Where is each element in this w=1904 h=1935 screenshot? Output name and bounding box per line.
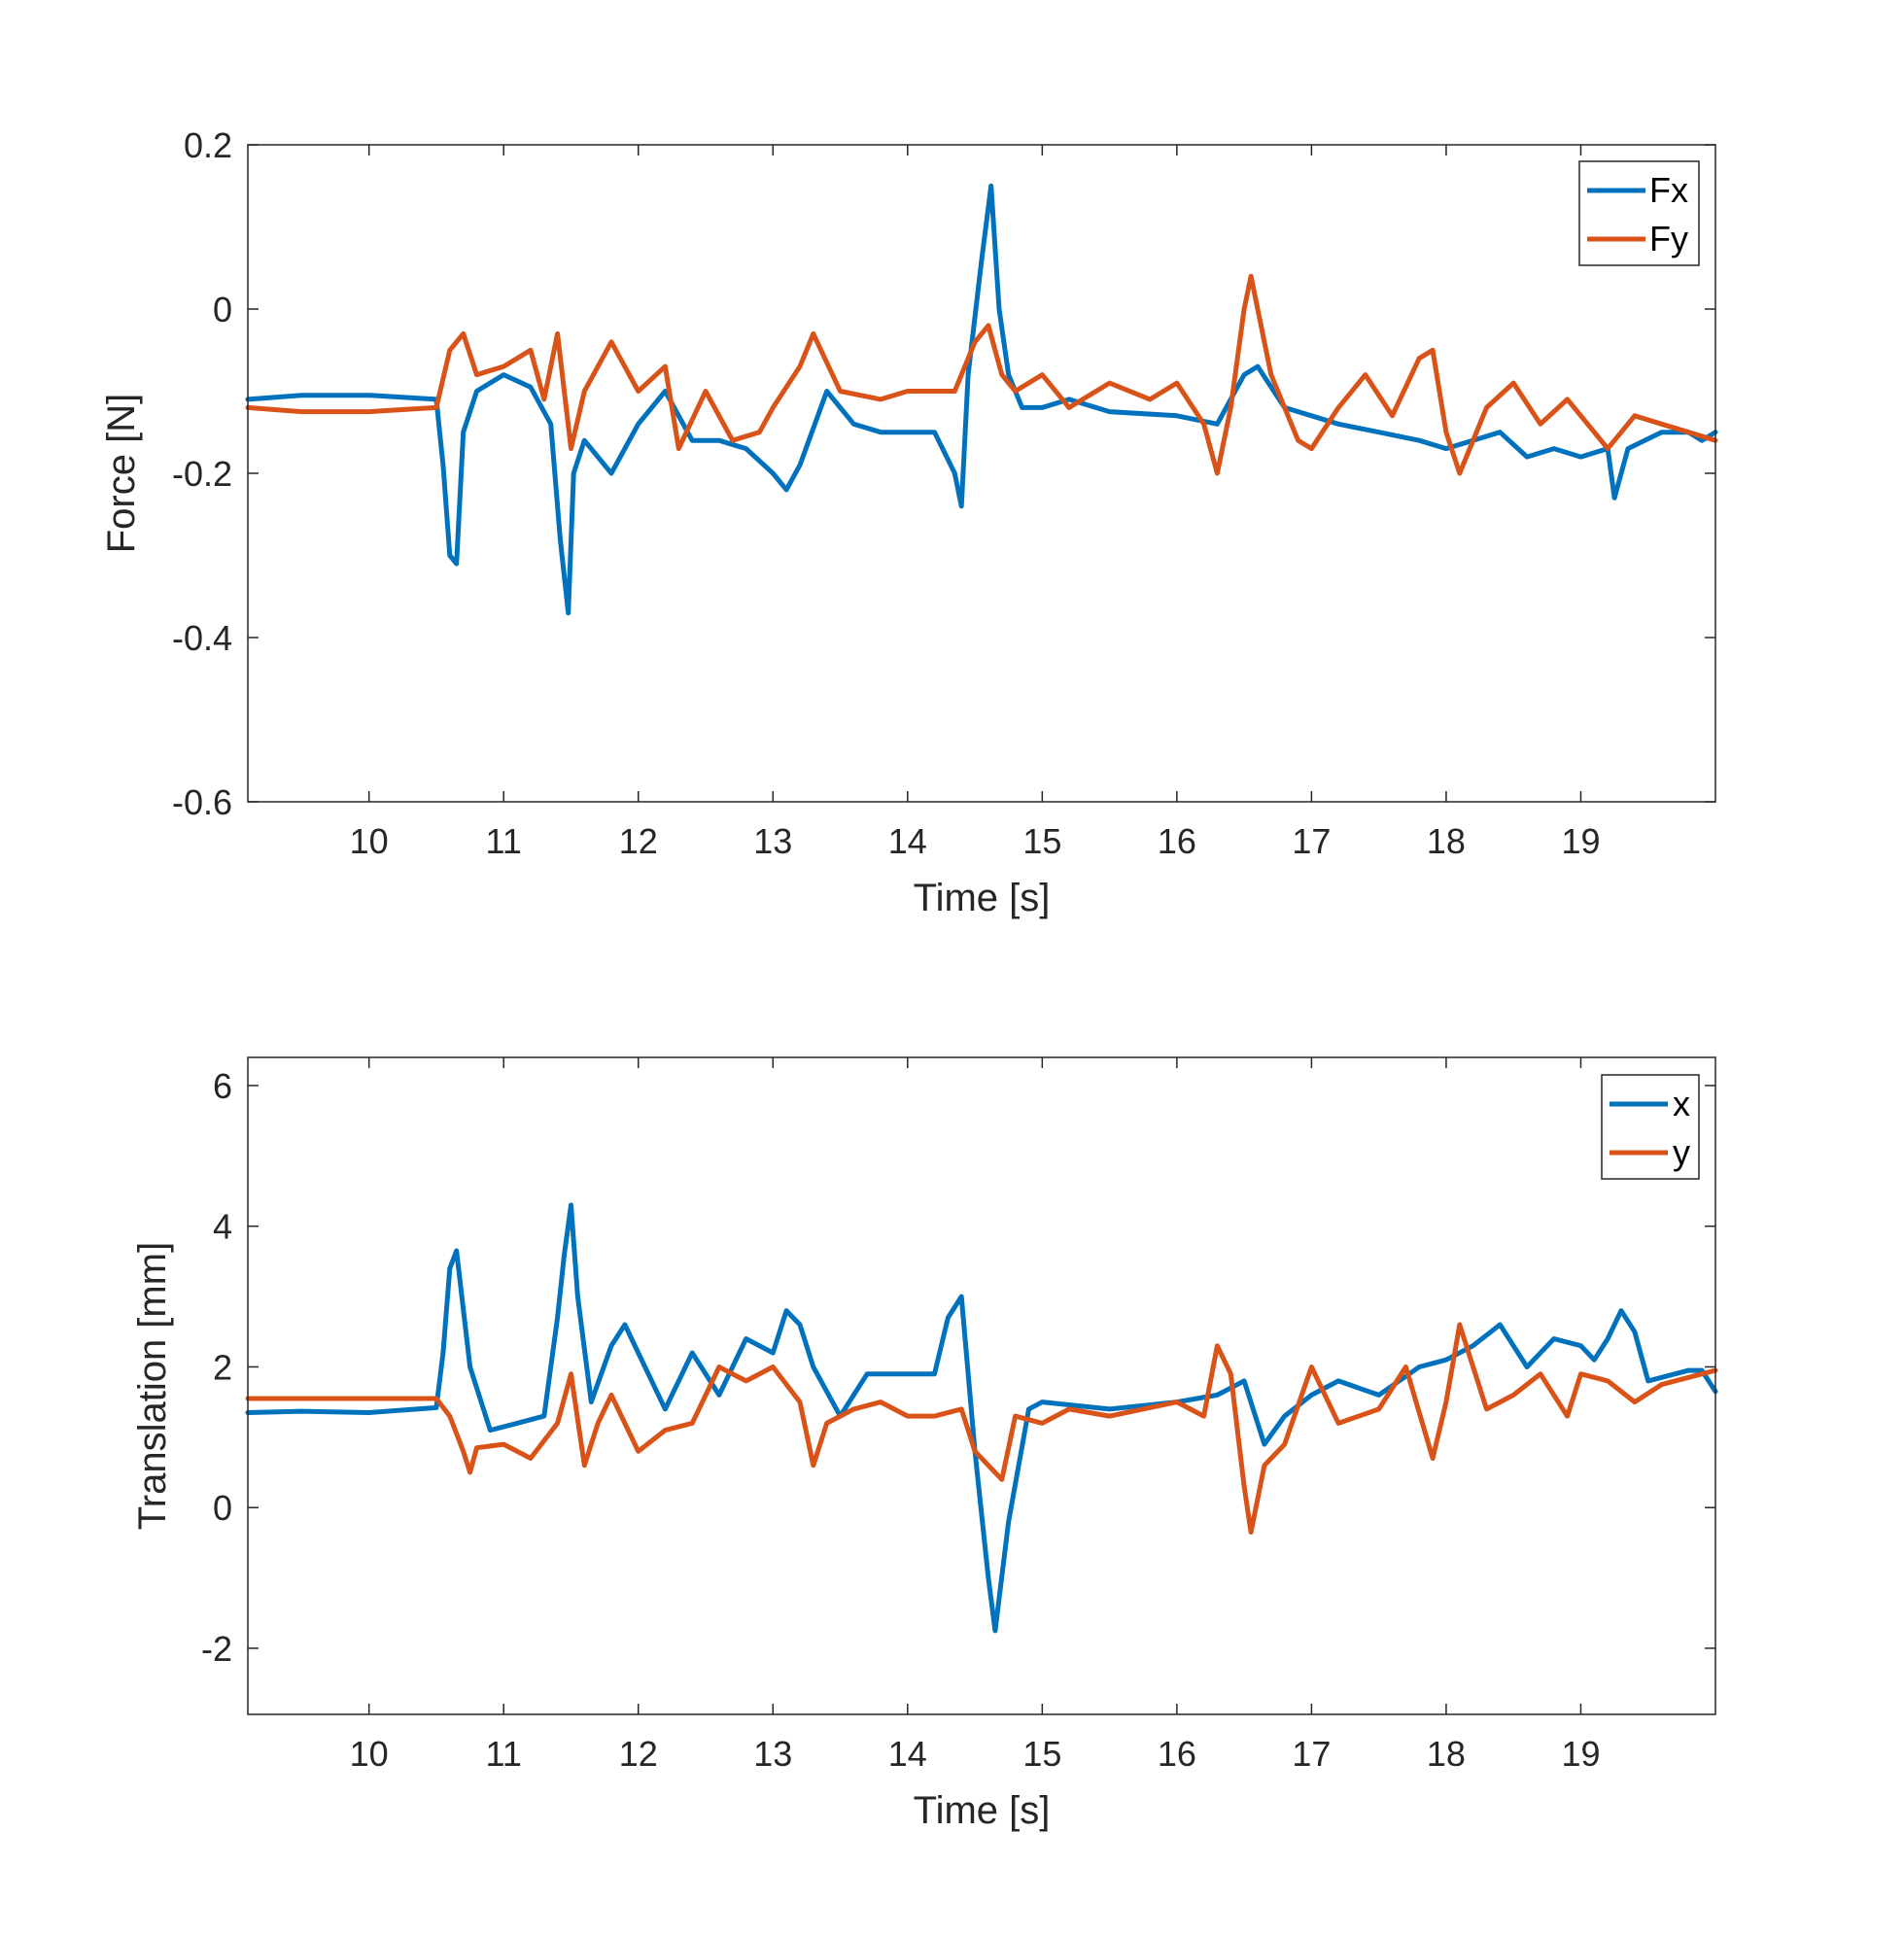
translation-y-tick-label: 2 <box>213 1347 232 1387</box>
force-x-tick-label: 19 <box>1561 821 1600 861</box>
force-legend-box <box>1578 160 1700 266</box>
force-x-tick-label: 10 <box>350 821 389 861</box>
translation-x-tick-label: 12 <box>619 1734 658 1774</box>
force-x-tick-label: 12 <box>619 821 658 861</box>
force-x-tick-label: 17 <box>1292 821 1331 861</box>
translation-x-tick-label: 19 <box>1561 1734 1600 1774</box>
translation-series-x-line <box>245 1202 1718 1634</box>
translation-y-tick-label: -2 <box>201 1629 232 1669</box>
translation-series-y-line <box>245 1322 1718 1535</box>
force-chart: 10 11 12 13 14 15 16 17 18 19 0.2 0 -0.2 -0.4 -0.6 Tim… <box>100 125 1718 919</box>
force-y-tick-label: -0.4 <box>172 618 232 658</box>
translation-series-group <box>245 1202 1718 1634</box>
force-x-tick-label: 13 <box>753 821 792 861</box>
force-x-axis-label: Time [s] <box>914 877 1051 919</box>
translation-x-axis-label: Time [s] <box>914 1789 1051 1832</box>
translation-y-tick-label: 0 <box>213 1488 232 1528</box>
translation-y-tick-label: 6 <box>213 1066 232 1106</box>
force-x-tick-label: 14 <box>888 821 927 861</box>
translation-x-tick-label: 17 <box>1292 1734 1331 1774</box>
translation-x-tick-label: 14 <box>888 1734 927 1774</box>
force-legend-fy-label: Fy <box>1649 219 1688 259</box>
translation-x-tick-label: 13 <box>753 1734 792 1774</box>
force-y-tick-label: -0.6 <box>172 782 232 822</box>
translation-y-tick-label: 4 <box>213 1207 232 1247</box>
force-y-tick-label: 0.2 <box>184 125 232 165</box>
translation-legend: x y <box>1601 1074 1700 1180</box>
force-x-tick-label: 15 <box>1022 821 1061 861</box>
translation-chart: 10 11 12 13 14 15 16 17 18 19 6 4 2 0 -2 Time [s] Tran… <box>131 1056 1718 1832</box>
translation-plot-area <box>248 1057 1715 1714</box>
translation-x-tick-label: 16 <box>1158 1734 1196 1774</box>
translation-legend-box <box>1601 1074 1700 1180</box>
force-y-tick-label: 0 <box>213 290 232 329</box>
translation-x-tick-label: 11 <box>486 1734 522 1774</box>
force-x-tick-label: 16 <box>1158 821 1196 861</box>
force-legend: Fx Fy <box>1578 160 1700 266</box>
translation-y-axis-label: Translation [mm] <box>131 1242 174 1530</box>
translation-legend-y-label: y <box>1673 1132 1690 1172</box>
translation-axes-box <box>247 1056 1716 1715</box>
translation-x-tick-label: 18 <box>1427 1734 1466 1774</box>
force-ticks: 10 11 12 13 14 15 16 17 18 19 0.2 0 -0.2 -0.4 -0.6 <box>172 125 1715 861</box>
force-x-tick-label: 11 <box>486 821 522 861</box>
force-series-group <box>245 183 1718 616</box>
translation-x-tick-label: 10 <box>350 1734 389 1774</box>
force-series-fx-line <box>245 183 1718 616</box>
force-x-tick-label: 18 <box>1427 821 1466 861</box>
translation-ticks: 10 11 12 13 14 15 16 17 18 19 6 4 2 0 -2 <box>201 1057 1715 1774</box>
translation-legend-x-label: x <box>1673 1084 1690 1123</box>
force-series-fy-line <box>245 273 1718 476</box>
force-legend-fx-label: Fx <box>1649 170 1688 210</box>
force-y-axis-label: Force [N] <box>100 394 143 553</box>
translation-x-tick-label: 15 <box>1022 1734 1061 1774</box>
force-y-tick-label: -0.2 <box>172 454 232 494</box>
